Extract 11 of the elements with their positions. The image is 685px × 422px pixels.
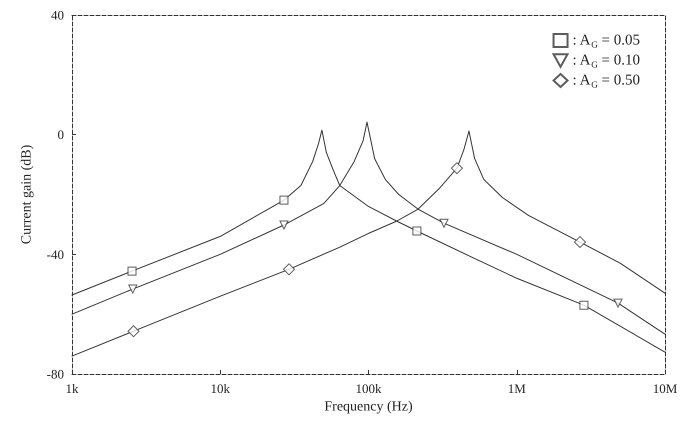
- y-tick-label: -80: [46, 366, 64, 382]
- x-tick-label: 100k: [356, 381, 382, 396]
- y-tick-label: 40: [51, 8, 64, 22]
- x-tick-label: 1k: [66, 381, 79, 396]
- x-tick-label: 10k: [210, 381, 230, 396]
- x-axis-title: Frequency (Hz): [324, 400, 413, 414]
- x-tick-label: 1M: [508, 381, 526, 396]
- y-tick-label: -40: [46, 246, 64, 262]
- y-tick-label: 0: [58, 127, 64, 142]
- y-axis-title: Current gain (dB): [20, 144, 34, 244]
- x-tick-label: 10M: [652, 381, 678, 396]
